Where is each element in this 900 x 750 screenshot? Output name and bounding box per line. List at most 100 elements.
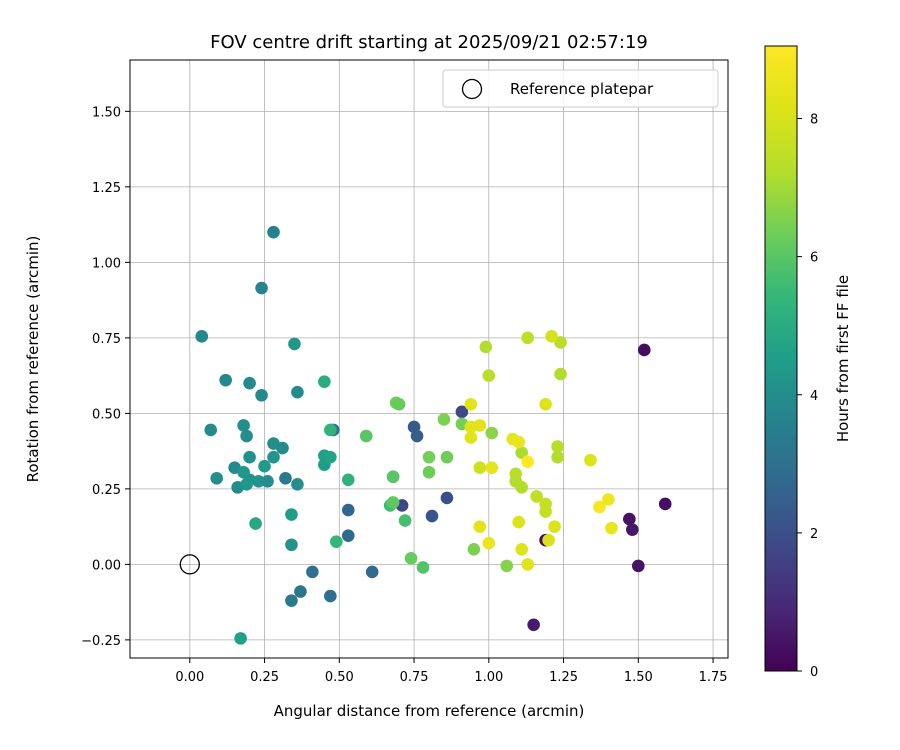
data-point [291,478,304,491]
data-point [512,515,525,529]
chart-title: FOV centre drift starting at 2025/09/21 … [210,32,648,53]
x-tick-label: 0.25 [250,670,279,685]
data-point [234,632,247,645]
x-tick-label: 0.75 [400,670,429,685]
x-tick-label: 1.00 [474,670,503,685]
data-point [279,471,292,485]
data-point [261,475,274,488]
data-point [521,455,534,468]
data-point [626,523,639,536]
data-point [485,426,499,440]
grid-lines [130,60,728,658]
data-point [554,367,567,381]
data-point [291,385,304,399]
data-point [318,375,331,388]
data-point [554,336,567,349]
data-point [324,589,337,603]
colorbar-tick-label: 6 [810,251,818,266]
data-point [467,542,481,556]
data-point [243,376,256,390]
data-point [359,429,373,443]
data-point [593,500,606,514]
data-point [267,450,280,464]
legend-label: Reference platepar [510,80,654,98]
data-point [473,520,487,533]
data-point [455,405,469,419]
data-point [365,565,379,579]
data-point [404,552,418,565]
y-axis: −0.25 0.00 0.25 0.50 0.75 1.00 1.25 1.50 [81,105,130,649]
data-point [267,225,280,239]
y-tick-label: 1.25 [92,181,121,196]
colorbar: 0 2 4 6 8 Hours from first FF file [764,45,852,680]
data-point [658,497,672,511]
y-tick-label: 0.75 [92,332,121,347]
x-tick-label: 1.25 [549,670,578,685]
data-point [527,618,540,632]
x-axis-title: Angular distance from reference (arcmin) [274,702,585,720]
legend-box [442,69,719,108]
data-point [252,475,265,488]
data-point [237,419,250,432]
y-axis-title: Rotation from reference (arcmin) [24,236,42,483]
data-point [237,465,250,479]
reference-platepar-marker [179,554,200,575]
data-point [392,398,406,411]
data-point [195,330,209,343]
x-tick-label: 0.50 [325,670,354,685]
data-point [255,388,268,402]
data-point [204,423,218,437]
data-point [521,331,534,345]
data-point [219,373,232,387]
data-point [294,585,307,598]
data-point [285,538,298,552]
y-tick-label: 1.50 [92,105,121,120]
data-point [485,461,499,475]
data-point [249,517,262,530]
data-point [276,441,289,455]
plot-frame [129,59,729,659]
data-point [324,423,337,437]
data-point [512,435,525,449]
data-point [437,413,451,426]
colorbar-tick-label: 8 [810,113,818,128]
data-point [440,491,454,505]
y-tick-label: 0.50 [92,407,121,422]
colorbar-tick-label: 0 [810,665,818,680]
data-point [539,505,552,518]
data-point [515,542,528,556]
data-point [422,465,436,479]
y-tick-label: 0.25 [92,483,121,498]
data-point [464,431,478,444]
data-point [258,459,271,473]
colorbar-label: Hours from first FF file [834,275,852,442]
data-point [255,281,268,295]
y-tick-label: 1.00 [92,256,121,271]
scatter-points [195,225,672,645]
colorbar-tick-label: 2 [810,527,818,542]
reference-layer [179,554,200,575]
data-point [479,340,493,354]
x-tick-label: 1.50 [624,670,653,685]
data-point [243,450,256,464]
y-tick-label: 0.00 [92,558,121,573]
data-point [425,509,439,523]
data-point [341,473,355,487]
data-point [285,594,298,607]
data-point [482,536,496,550]
colorbar-gradient [764,45,798,672]
data-point [632,559,645,573]
data-point [288,337,301,351]
data-point [637,343,651,357]
data-point [398,514,412,527]
data-point [482,369,496,382]
data-point [509,467,523,481]
data-point [548,520,561,533]
data-point [386,496,400,509]
y-tick-label: −0.25 [81,634,121,649]
x-tick-label: 0.00 [175,670,204,685]
data-point [330,535,343,549]
data-point [341,503,355,517]
data-point [285,508,298,521]
